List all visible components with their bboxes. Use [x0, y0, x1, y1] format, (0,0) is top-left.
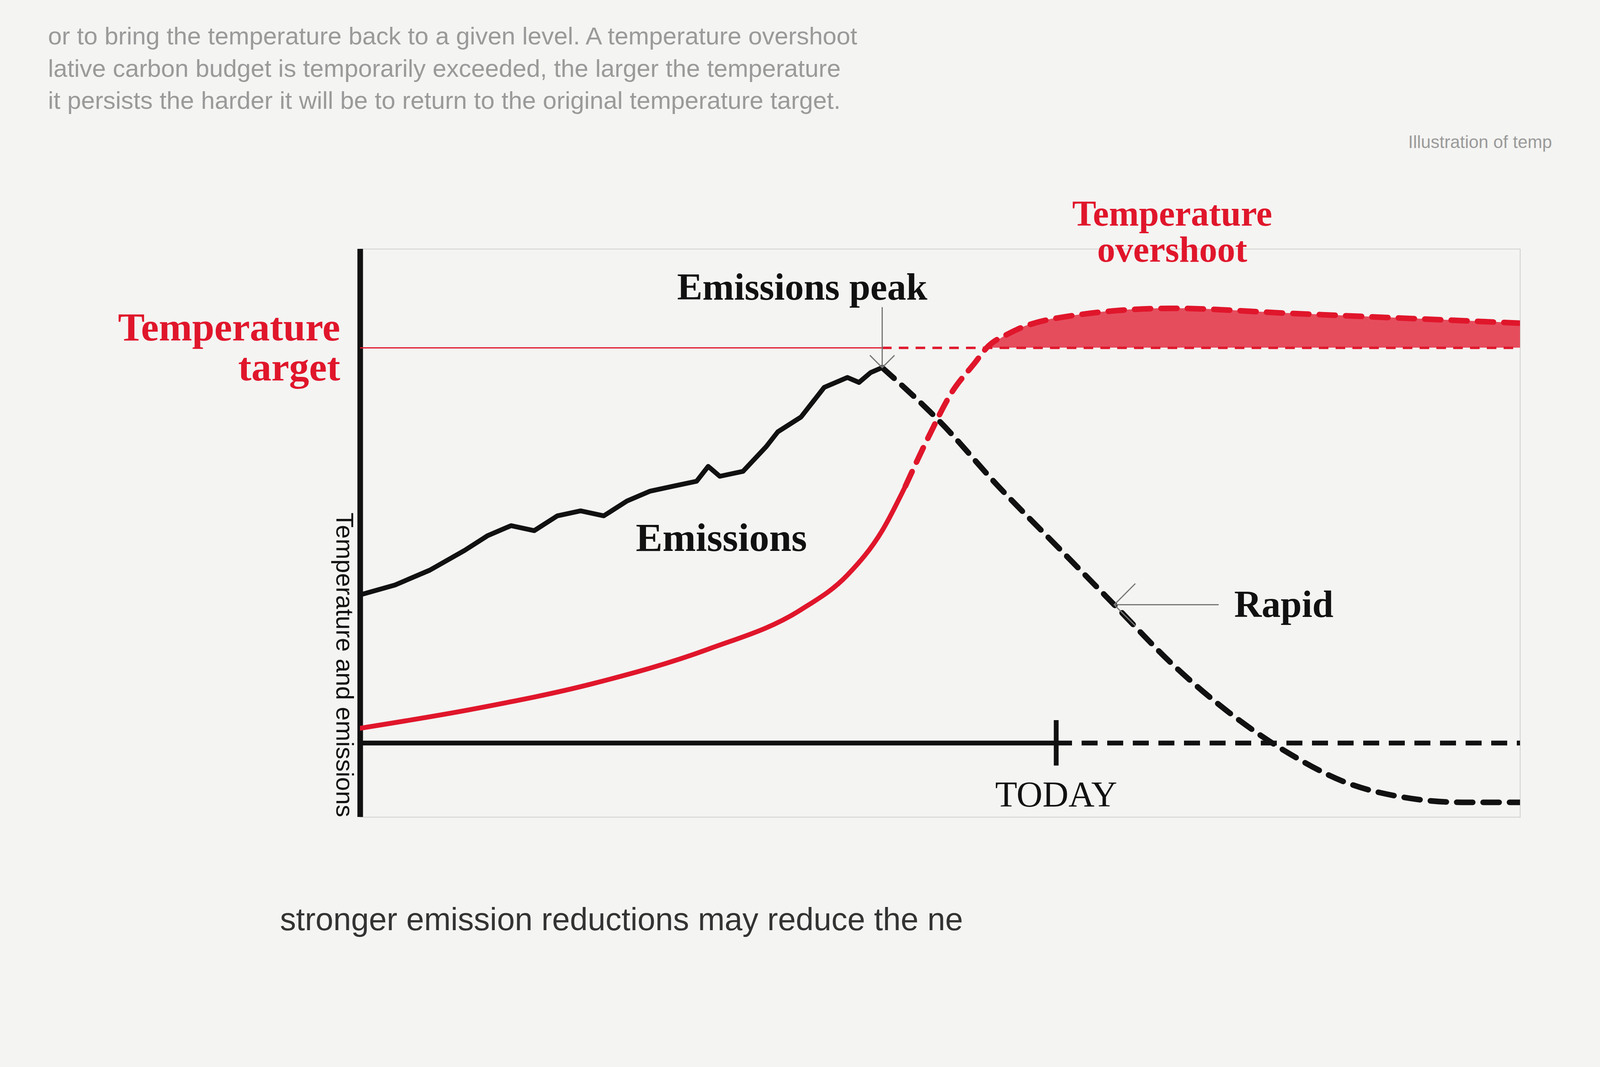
svg-text:Emissions peak: Emissions peak — [677, 265, 928, 308]
html-text:Illustration of temp: Illustration of temp — [1408, 132, 1552, 152]
svg-text:Temperature and emissions: Temperature and emissions — [331, 512, 359, 818]
html-text:or to bring the temperature ba: or to bring the temperature back to a gi… — [48, 22, 858, 50]
svg-text:Rapid: Rapid — [1234, 582, 1334, 626]
svg-text:Temperatureovershoot: Temperatureovershoot — [1072, 193, 1273, 270]
html-text:it persists the harder it will: it persists the harder it will be to ret… — [48, 86, 841, 115]
svg-text:Emissions: Emissions — [636, 515, 808, 560]
html-text:stronger emission reductions m: stronger emission reductions may reduce … — [280, 901, 963, 937]
svg-text:Temperaturetarget: Temperaturetarget — [118, 304, 340, 390]
svg-text:TODAY: TODAY — [995, 774, 1118, 814]
html-text:lative carbon budget is tempor: lative carbon budget is temporarily exce… — [48, 54, 841, 82]
